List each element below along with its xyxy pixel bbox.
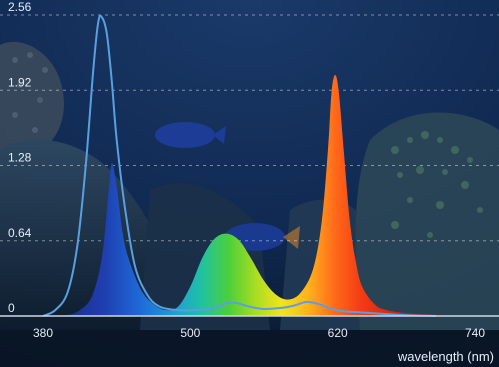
y-tick-labels: 0 0.64 1.28 1.92 2.56 bbox=[8, 0, 32, 315]
y-tick-label: 0.64 bbox=[8, 226, 32, 240]
x-tick-label: 740 bbox=[465, 326, 485, 340]
x-tick-label: 380 bbox=[33, 326, 53, 340]
y-tick-label: 0 bbox=[8, 301, 15, 315]
spectrum-outline-line bbox=[42, 14, 436, 317]
x-tick-label: 620 bbox=[328, 326, 348, 340]
y-tick-label: 1.28 bbox=[8, 151, 32, 165]
x-tick-label: 500 bbox=[180, 326, 200, 340]
y-tick-label: 2.56 bbox=[8, 0, 32, 14]
grid-lines bbox=[0, 14, 499, 242]
x-axis-title: wavelength (nm) bbox=[397, 349, 494, 364]
spectrum-area bbox=[43, 74, 461, 317]
y-tick-label: 1.92 bbox=[8, 75, 32, 89]
x-tick-labels: 380 500 620 740 bbox=[33, 326, 485, 340]
